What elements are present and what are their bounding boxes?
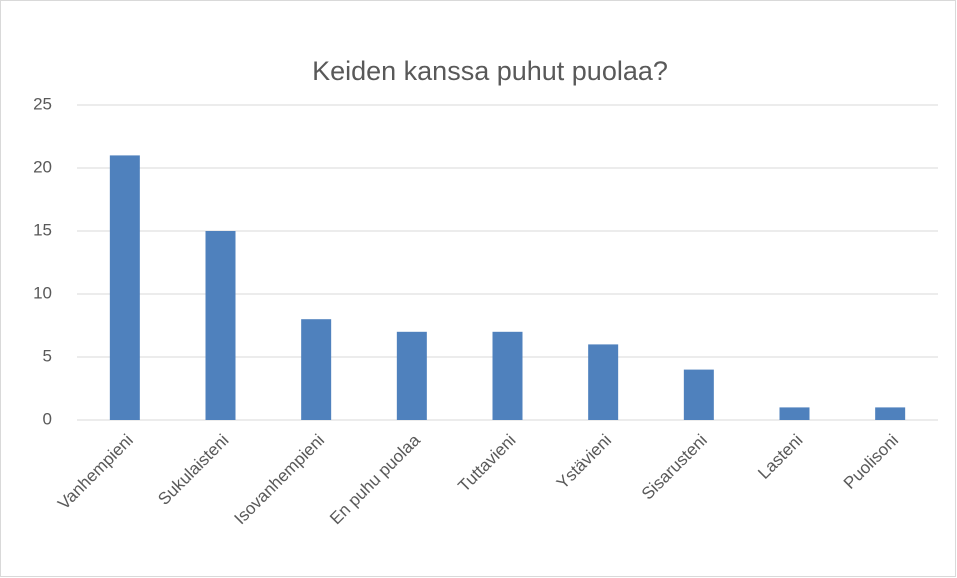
bar	[588, 344, 619, 420]
y-tick-label: 10	[33, 283, 52, 302]
bar	[875, 407, 906, 420]
bar	[683, 369, 714, 420]
y-tick-label: 25	[33, 94, 52, 113]
bar	[779, 407, 810, 420]
bar	[205, 231, 236, 420]
bar	[396, 331, 427, 420]
y-tick-label: 20	[33, 157, 52, 176]
bar	[301, 319, 332, 420]
y-tick-label: 15	[33, 220, 52, 239]
y-tick-label: 0	[43, 409, 52, 428]
bar	[109, 155, 140, 420]
y-tick-label: 5	[43, 346, 52, 365]
bar	[492, 331, 523, 420]
chart-title: Keiden kanssa puhut puolaa?	[312, 56, 668, 86]
